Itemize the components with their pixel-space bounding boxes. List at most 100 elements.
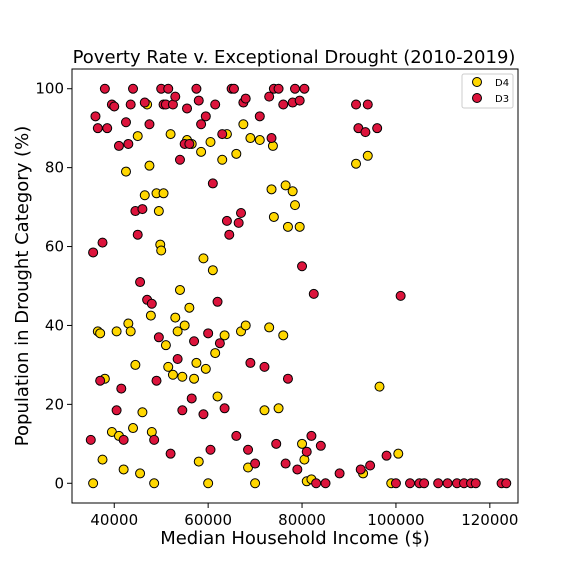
data-point-d4 [282, 221, 293, 232]
data-point-d3 [146, 298, 157, 309]
data-point-d3 [381, 450, 392, 461]
data-point-d4 [111, 326, 122, 337]
data-point-d4 [245, 133, 256, 144]
y-axis: 0 20 40 60 80 100 [35, 80, 72, 492]
y-tick-label: 40 [45, 316, 64, 334]
data-point-d4 [290, 200, 300, 211]
data-point-d3 [334, 468, 345, 479]
data-point-d3 [308, 288, 319, 299]
data-point-d3 [123, 138, 134, 149]
data-point-d3 [264, 91, 275, 102]
data-point-d4 [205, 136, 216, 147]
data-point-d3 [200, 111, 211, 122]
data-point-d4 [203, 478, 214, 489]
x-tick-label: 120000 [461, 511, 518, 529]
data-point-d3 [297, 261, 308, 272]
data-point-d3 [118, 434, 129, 445]
legend-marker-d3 [472, 93, 482, 103]
data-point-d3 [149, 434, 160, 445]
data-point-d4 [268, 211, 279, 222]
data-point-d3 [205, 444, 216, 455]
data-point-d3 [301, 446, 312, 457]
data-point-d3 [266, 133, 277, 144]
data-point-d3 [137, 204, 148, 215]
data-point-d4 [217, 154, 228, 165]
data-point-d4 [200, 363, 211, 374]
data-point-d3 [174, 154, 185, 165]
x-tick-label: 40000 [90, 511, 138, 529]
data-point-d3 [243, 444, 254, 455]
data-point-d3 [189, 336, 200, 347]
data-point-d4 [207, 265, 218, 276]
data-point-d3 [102, 123, 113, 134]
data-point-d4 [287, 186, 298, 197]
data-point-d3 [217, 129, 228, 140]
y-tick-label: 0 [54, 474, 64, 492]
data-point-d4 [191, 357, 202, 368]
data-point-d3 [280, 458, 291, 469]
data-point-d3 [132, 229, 143, 240]
data-point-d3 [165, 448, 176, 459]
data-point-d3 [193, 95, 204, 106]
data-point-d3 [351, 99, 362, 110]
data-point-d4 [158, 188, 169, 199]
y-tick-label: 20 [45, 395, 64, 413]
data-point-d3 [306, 430, 317, 441]
data-point-d4 [362, 150, 373, 161]
data-point-d3 [219, 403, 230, 414]
chart-legend: D4 D3 [461, 73, 514, 109]
data-point-d3 [228, 83, 239, 94]
data-point-d4 [266, 184, 277, 195]
data-point-d3 [99, 83, 110, 94]
data-point-d4 [137, 407, 148, 418]
data-point-d3 [294, 95, 305, 106]
data-point-d4 [259, 405, 270, 416]
data-point-d4 [132, 131, 143, 142]
data-point-d4 [278, 330, 289, 341]
data-point-d4 [130, 359, 141, 370]
data-point-d4 [128, 423, 139, 434]
data-point-d4 [135, 468, 146, 479]
data-point-d3 [433, 478, 444, 489]
data-point-d4 [351, 158, 362, 169]
data-point-d4 [139, 190, 150, 201]
plot-frame [71, 68, 519, 504]
data-point-d3 [311, 478, 322, 489]
x-tick-label: 100000 [367, 511, 424, 529]
data-point-d3 [224, 229, 235, 240]
data-point-d4 [95, 328, 106, 339]
data-point-d4 [156, 245, 167, 256]
data-point-d4 [219, 330, 230, 341]
series-d3 [85, 83, 512, 489]
data-point-d3 [240, 93, 251, 104]
data-point-d4 [210, 348, 221, 359]
data-point-d4 [297, 438, 308, 449]
y-tick-label: 60 [45, 238, 64, 256]
data-point-d3 [128, 83, 139, 94]
data-point-d3 [212, 296, 223, 307]
data-point-d4 [184, 302, 195, 313]
data-point-d3 [365, 460, 376, 471]
data-point-d4 [273, 403, 284, 414]
data-point-d3 [170, 91, 181, 102]
data-point-d4 [160, 340, 171, 351]
data-point-d4 [144, 160, 155, 171]
data-point-d3 [95, 375, 106, 386]
data-point-d4 [149, 478, 160, 489]
data-point-d3 [315, 440, 326, 451]
data-point-d4 [254, 135, 265, 146]
data-point-d4 [198, 253, 209, 264]
y-tick-label: 100 [35, 80, 64, 98]
data-point-d3 [97, 237, 108, 248]
data-point-d3 [182, 103, 193, 114]
data-point-d3 [207, 178, 218, 189]
data-point-d4 [294, 221, 305, 232]
data-point-d3 [88, 247, 99, 258]
data-point-d3 [163, 83, 174, 94]
data-point-d3 [90, 111, 101, 122]
data-point-d3 [271, 438, 282, 449]
data-point-d3 [153, 332, 164, 343]
data-point-d3 [116, 383, 127, 394]
